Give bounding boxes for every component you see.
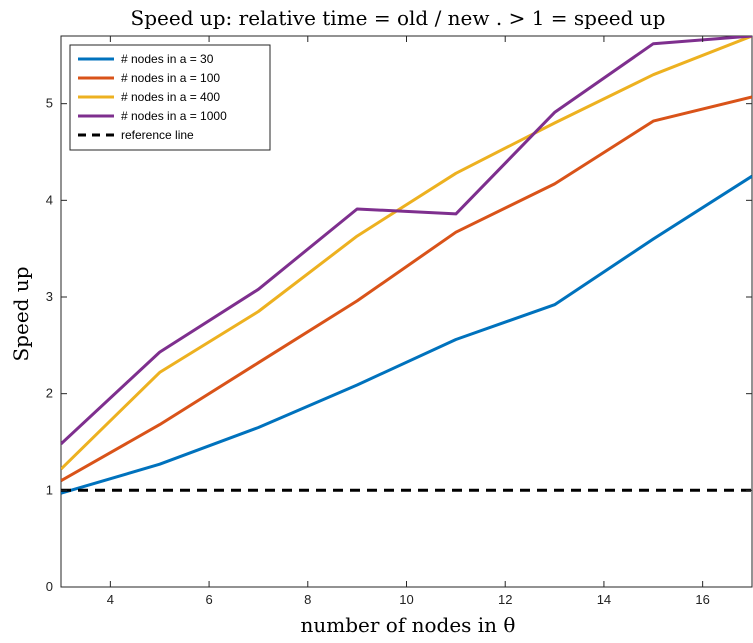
x-tick-label: 4 [107,592,114,607]
y-tick-label: 0 [46,579,53,594]
legend-entry-label: # nodes in a = 400 [121,90,220,104]
x-tick-label: 12 [498,592,512,607]
y-tick-label: 5 [46,96,53,111]
y-tick-label: 1 [46,482,53,497]
x-tick-label: 6 [205,592,212,607]
x-axis-label: number of nodes in θ [301,613,516,637]
x-axis-ticks: 4 6 8 10 12 14 16 [107,36,710,607]
x-tick-label: 10 [399,592,413,607]
legend-entry-label: # nodes in a = 1000 [121,109,227,123]
chart-title: Speed up: relative time = old / new . > … [131,6,666,30]
legend-entry-label: reference line [121,128,194,142]
series-line-2 [61,95,752,483]
series-line-3 [61,36,752,471]
series-line-4 [61,36,752,445]
x-tick-label: 8 [304,592,311,607]
y-tick-label: 2 [46,386,53,401]
x-tick-label: 14 [597,592,611,607]
y-axis-label: Speed up [9,266,33,361]
x-tick-label: 16 [695,592,709,607]
series-layer [61,36,752,495]
y-tick-label: 3 [46,289,53,304]
legend-entry-label: # nodes in a = 100 [121,71,220,85]
legend-entry-label: # nodes in a = 30 [121,52,214,66]
y-tick-label: 4 [46,192,53,207]
legend: # nodes in a = 30 # nodes in a = 100 # nod… [69,44,271,151]
series-line-1 [61,174,752,495]
y-axis-ticks: 0 1 2 3 4 5 [46,96,752,594]
